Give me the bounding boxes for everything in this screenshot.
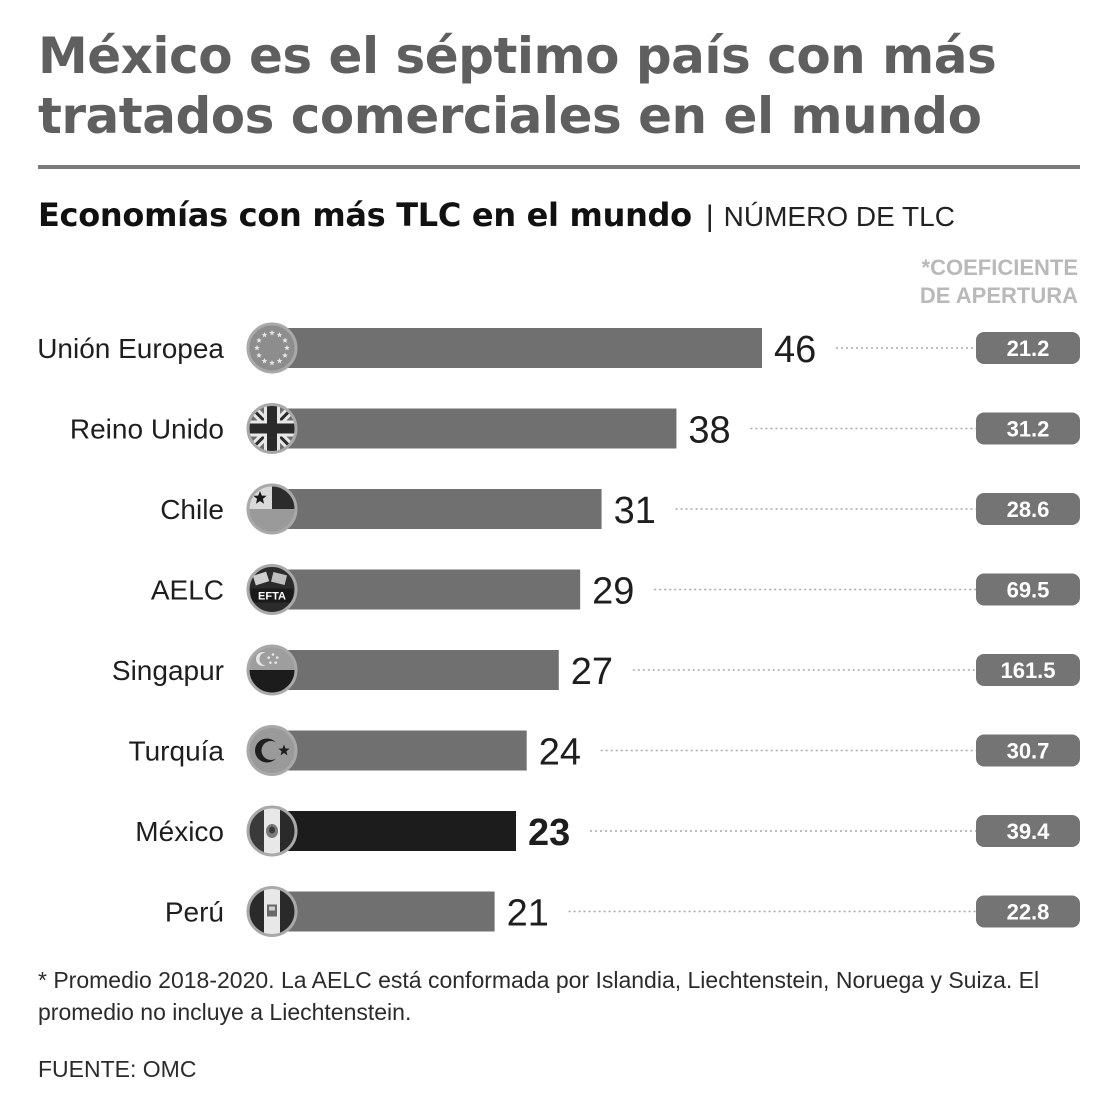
- category-label: Turquía: [129, 736, 225, 767]
- peru-flag-icon: [246, 886, 298, 937]
- source-note: FUENTE: OMC: [38, 1056, 197, 1082]
- title-divider: [38, 165, 1080, 169]
- bar-row: Unión Europea 46 21.2: [37, 322, 1080, 374]
- coefficient-value: 22.8: [1007, 900, 1050, 925]
- value-label: 24: [539, 732, 581, 774]
- coefficient-pill: [976, 412, 1080, 445]
- coefficient-value: 39.4: [1007, 819, 1051, 844]
- category-label: AELC: [151, 575, 224, 606]
- value-label: 29: [592, 571, 634, 613]
- unit-label: NÚMERO DE TLC: [723, 201, 955, 232]
- coefficient-value: 21.2: [1007, 336, 1050, 361]
- singapore-flag-icon: [246, 644, 298, 696]
- coefficient-pill: [976, 573, 1080, 606]
- category-label: México: [135, 816, 224, 847]
- category-label: Chile: [160, 494, 224, 525]
- footnote: * Promedio 2018-2020. La AELC está confo…: [38, 967, 1040, 1025]
- coefficient-value: 161.5: [1000, 658, 1055, 683]
- bar: [270, 328, 762, 368]
- bar-row: Singapur 27 161.5: [112, 644, 1080, 696]
- bar-row: Turquía 24 30.7: [129, 725, 1080, 776]
- bar: [270, 569, 581, 610]
- bar: [270, 489, 602, 529]
- category-label: Singapur: [112, 655, 224, 686]
- category-label: Unión Europea: [37, 333, 224, 364]
- turkey-flag-icon: [246, 725, 298, 776]
- coefficient-value: 31.2: [1007, 417, 1050, 442]
- coefficient-pill: [976, 734, 1080, 767]
- bar-row: Perú 21 22.8: [165, 886, 1080, 937]
- bar: [270, 408, 677, 449]
- value-label: 21: [507, 893, 549, 935]
- coefficient-pill: [976, 654, 1080, 686]
- efta-label: EFTA: [258, 591, 286, 603]
- coefficient-value: 30.7: [1007, 739, 1050, 764]
- mexico-flag-icon: [246, 805, 298, 857]
- value-label: 23: [528, 812, 570, 854]
- coefficient-pill: [976, 895, 1080, 928]
- subtitle-separator: |: [705, 200, 714, 233]
- bar: [270, 891, 495, 932]
- coefficient-header: *COEFICIENTE DE APERTURA: [920, 254, 1078, 310]
- category-label: Perú: [165, 897, 224, 928]
- coefficient-header-line-1: *COEFICIENTE: [921, 255, 1078, 280]
- page-title: México es el séptimo país con más tratad…: [38, 27, 997, 145]
- bar: [270, 730, 527, 771]
- coefficient-value: 28.6: [1007, 497, 1050, 522]
- coefficient-pill: [976, 815, 1080, 847]
- coefficient-pill: [976, 493, 1080, 525]
- bar-row: AELC EFTA 29 69.5: [151, 564, 1080, 615]
- eu-flag-icon: [246, 322, 298, 374]
- bar-row: Chile 31 28.6: [160, 483, 1080, 535]
- chart-title: Economías con más TLC en el mundo: [38, 196, 692, 234]
- coefficient-value: 69.5: [1007, 578, 1050, 603]
- bar-row: México 23 39.4: [135, 805, 1080, 857]
- uk-flag-icon: [246, 403, 298, 454]
- bar-row: Reino Unido 38 31.2: [70, 403, 1080, 454]
- chile-flag-icon: [246, 483, 298, 535]
- value-label: 31: [614, 490, 656, 532]
- coefficient-pill: [976, 332, 1080, 364]
- value-label: 46: [774, 329, 816, 371]
- chart-subtitle: Economías con más TLC en el mundo | NÚMERO…: [38, 196, 955, 234]
- value-label: 27: [571, 651, 613, 693]
- bar: [270, 811, 516, 851]
- efta-flag-icon: EFTA: [246, 564, 298, 615]
- coefficient-header-line-2: DE APERTURA: [919, 283, 1078, 308]
- bar: [270, 650, 559, 690]
- category-label: Reino Unido: [70, 414, 224, 445]
- value-label: 38: [688, 410, 730, 452]
